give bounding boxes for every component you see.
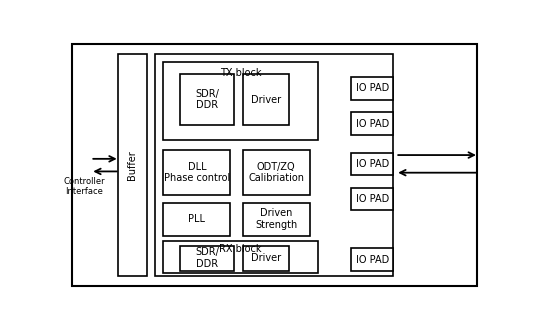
Bar <box>155 54 393 276</box>
Text: IO PAD: IO PAD <box>356 194 389 204</box>
Bar <box>351 112 393 135</box>
Bar <box>351 77 393 100</box>
Text: IO PAD: IO PAD <box>356 119 389 129</box>
Bar <box>180 75 234 125</box>
Bar <box>163 150 230 195</box>
Text: Driver: Driver <box>251 253 281 263</box>
Text: TX block: TX block <box>220 68 261 78</box>
Bar <box>351 248 393 271</box>
Bar <box>243 246 289 271</box>
Text: Driver: Driver <box>251 95 281 105</box>
Bar <box>243 75 289 125</box>
Text: ODT/ZQ
Calibriation: ODT/ZQ Calibriation <box>248 162 304 183</box>
Bar <box>243 203 309 236</box>
Text: RX block: RX block <box>219 245 262 254</box>
Text: IO PAD: IO PAD <box>356 83 389 93</box>
Bar <box>163 241 318 273</box>
Text: SDR/
DDR: SDR/ DDR <box>195 248 219 269</box>
Bar <box>351 152 393 175</box>
Text: Buffer: Buffer <box>127 150 137 180</box>
Text: PLL: PLL <box>188 214 205 224</box>
Bar <box>243 150 309 195</box>
Text: IO PAD: IO PAD <box>356 159 389 169</box>
Bar <box>180 246 234 271</box>
Text: SDR/
DDR: SDR/ DDR <box>195 89 219 111</box>
Bar <box>163 203 230 236</box>
Text: IO PAD: IO PAD <box>356 254 389 265</box>
Text: DLL
Phase control: DLL Phase control <box>164 162 230 183</box>
Bar <box>163 62 318 140</box>
Bar <box>351 188 393 211</box>
Bar <box>118 54 147 276</box>
Text: Driven
Strength: Driven Strength <box>255 209 298 230</box>
Text: Controller
Interface: Controller Interface <box>63 177 105 196</box>
